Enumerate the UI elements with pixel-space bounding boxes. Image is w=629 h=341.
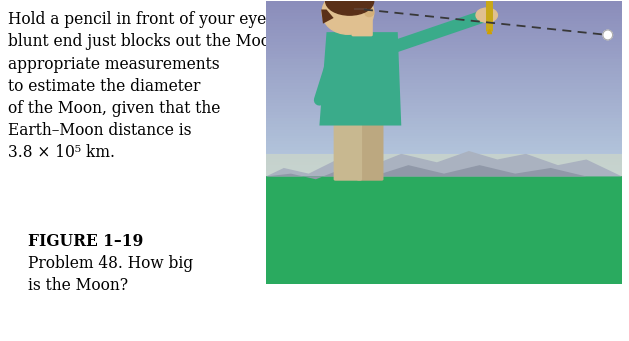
Text: FIGURE 1–19: FIGURE 1–19: [28, 233, 143, 250]
Polygon shape: [320, 32, 401, 125]
Text: blunt end just blocks out the Moon (Fig. 1–19).  Make: blunt end just blocks out the Moon (Fig.…: [8, 33, 427, 50]
FancyBboxPatch shape: [333, 116, 362, 181]
Ellipse shape: [365, 8, 374, 17]
Ellipse shape: [326, 0, 374, 15]
Ellipse shape: [603, 30, 613, 40]
Text: 3.8 × 10⁵ km.: 3.8 × 10⁵ km.: [8, 144, 115, 161]
Text: appropriate measurements: appropriate measurements: [8, 56, 220, 73]
Text: Problem 48. How big: Problem 48. How big: [28, 255, 193, 272]
FancyBboxPatch shape: [357, 121, 384, 181]
Polygon shape: [266, 165, 622, 179]
Text: Earth–Moon distance is: Earth–Moon distance is: [8, 122, 191, 139]
FancyBboxPatch shape: [352, 19, 373, 36]
Ellipse shape: [322, 0, 374, 34]
Text: to estimate the diameter: to estimate the diameter: [8, 78, 201, 95]
Text: of the Moon, given that the: of the Moon, given that the: [8, 100, 220, 117]
Text: is the Moon?: is the Moon?: [28, 277, 128, 294]
Polygon shape: [266, 151, 622, 176]
Text: Hold a pencil in front of your eye at a position where its: Hold a pencil in front of your eye at a …: [8, 11, 445, 28]
Polygon shape: [321, 10, 333, 24]
Ellipse shape: [476, 8, 498, 22]
